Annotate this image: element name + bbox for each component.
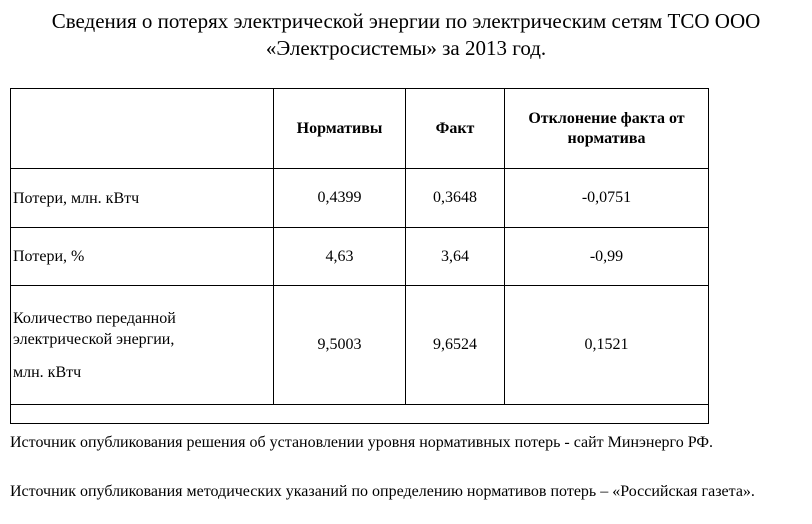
note-source-methodology: Источник опубликования методических указ…: [10, 483, 755, 500]
cell-deviation: 0,1521: [504, 285, 709, 405]
cell-norm: 9,5003: [273, 285, 406, 405]
page-title: Сведения о потерях электрической энергии…: [0, 8, 812, 62]
note-source-decision: Источник опубликования решения об устано…: [10, 434, 713, 451]
header-cell-fact: Факт: [405, 88, 505, 169]
cell-deviation: -0,99: [504, 227, 709, 286]
losses-table: Нормативы Факт Отклонение факта от норма…: [10, 88, 709, 424]
cell-fact: 0,3648: [405, 168, 505, 228]
cell-deviation: -0,0751: [504, 168, 709, 228]
cell-fact: 9,6524: [405, 285, 505, 405]
page-title-line-1: Сведения о потерях электрической энергии…: [51, 9, 761, 33]
table-row: Потери, млн. кВтч 0,4399 0,3648 -0,0751: [10, 168, 709, 228]
header-cell-deviation: Отклонение факта от норматива: [504, 88, 709, 169]
table-header-row: Нормативы Факт Отклонение факта от норма…: [10, 88, 709, 169]
header-cell-norm: Нормативы: [273, 88, 406, 169]
row-label-losses-kwh: Потери, млн. кВтч: [10, 168, 274, 228]
cell-norm: 4,63: [273, 227, 406, 286]
row-label-line-2: электрической энергии,: [13, 330, 175, 348]
empty-cell: [10, 404, 709, 424]
header-cell-empty: [10, 88, 274, 169]
row-label-line-1: Количество переданной: [13, 309, 176, 327]
row-label-transmitted-energy: Количество переданной электрической энер…: [10, 285, 274, 405]
row-label-losses-percent: Потери, %: [10, 227, 274, 286]
table-empty-row: [10, 404, 709, 424]
cell-norm: 0,4399: [273, 168, 406, 228]
page-title-line-2: «Электросистемы» за 2013 год.: [265, 36, 547, 60]
table-row: Потери, % 4,63 3,64 -0,99: [10, 227, 709, 286]
row-label-line-3: млн. кВтч: [13, 363, 82, 381]
cell-fact: 3,64: [405, 227, 505, 286]
table-row: Количество переданной электрической энер…: [10, 285, 709, 405]
